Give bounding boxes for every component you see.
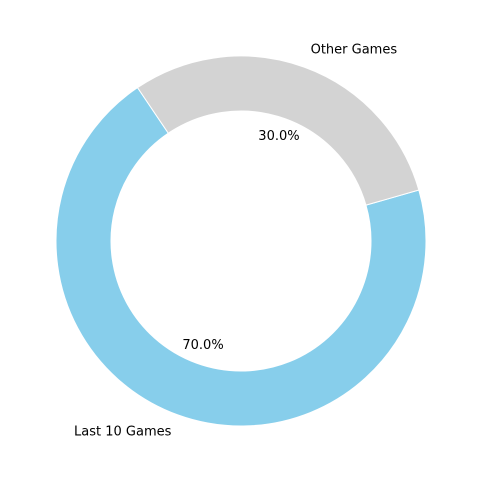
labels-layer: Last 10 Games 70.0% Other Games 30.0% [74, 42, 397, 439]
slice-label-1: Other Games [311, 42, 398, 57]
donut-slice-1 [136, 55, 420, 206]
slice-percent-label-0: 70.0% [182, 338, 223, 353]
slice-label-0: Last 10 Games [74, 425, 172, 440]
slice-percent-label-1: 30.0% [258, 129, 299, 144]
donut-slice-0 [55, 86, 427, 427]
slices-layer [55, 55, 427, 427]
